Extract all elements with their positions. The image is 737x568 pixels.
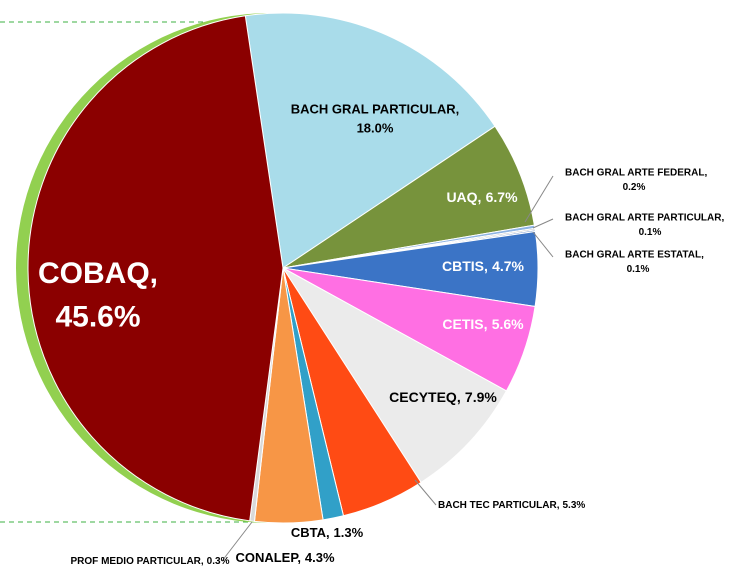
- leader-line: [524, 175, 554, 223]
- slice-label: CBTIS, 4.7%: [442, 258, 525, 274]
- slice-value: 4.3%: [305, 550, 335, 565]
- slice-value: 45.6%: [55, 300, 140, 333]
- slice-label: CONALEP, 4.3%: [235, 550, 334, 565]
- slice-label: BACH TEC PARTICULAR, 5.3%: [438, 500, 585, 511]
- slice-value: 6.7%: [486, 189, 518, 205]
- pie-slice: [282, 125, 535, 269]
- leader-line: [532, 231, 554, 258]
- leader-line: [414, 479, 437, 506]
- slice-value: 0.2%: [623, 182, 646, 193]
- slice-name: BACH GRAL ARTE ESTATAL,: [565, 250, 704, 261]
- slice-value: 1.3%: [334, 525, 364, 540]
- slice-value: 0.1%: [639, 227, 662, 238]
- slice-name: UAQ,: [446, 189, 481, 205]
- slice-name: BACH TEC PARTICULAR,: [438, 500, 560, 511]
- pie-slice: [282, 267, 508, 484]
- slice-name: COBAQ,: [38, 257, 158, 290]
- slice-name: CONALEP,: [235, 550, 301, 565]
- slice-name: BACH GRAL PARTICULAR,: [291, 101, 460, 116]
- slice-value: 4.7%: [492, 258, 524, 274]
- slice-value: 5.3%: [562, 500, 585, 511]
- slice-name: PROF MEDIO PARTICULAR,: [71, 556, 204, 567]
- slice-value: 0.3%: [207, 556, 230, 567]
- slice-name: BACH GRAL ARTE PARTICULAR,: [565, 213, 724, 224]
- slice-value: 7.9%: [465, 389, 497, 405]
- slice-value: 18.0%: [357, 120, 394, 135]
- slice-label: CETIS, 5.6%: [442, 316, 524, 332]
- pie-slice: [244, 12, 496, 269]
- slice-name: CBTIS,: [442, 258, 488, 274]
- slice-label: UAQ, 6.7%: [446, 189, 518, 205]
- slice-label: CECYTEQ, 7.9%: [389, 389, 497, 405]
- slice-label: PROF MEDIO PARTICULAR, 0.3%: [71, 556, 230, 567]
- slice-name: CETIS,: [442, 316, 487, 332]
- leader-line: [221, 521, 253, 562]
- slice-name: CBTA,: [291, 525, 330, 540]
- pie-slice: [27, 15, 284, 522]
- slice-value: 0.1%: [627, 264, 650, 275]
- slice-value: 5.6%: [492, 316, 524, 332]
- leader-line: [532, 218, 554, 229]
- slice-label: CBTA, 1.3%: [291, 525, 364, 540]
- slice-name: BACH GRAL ARTE FEDERAL,: [565, 168, 707, 179]
- slice-name: CECYTEQ,: [389, 389, 461, 405]
